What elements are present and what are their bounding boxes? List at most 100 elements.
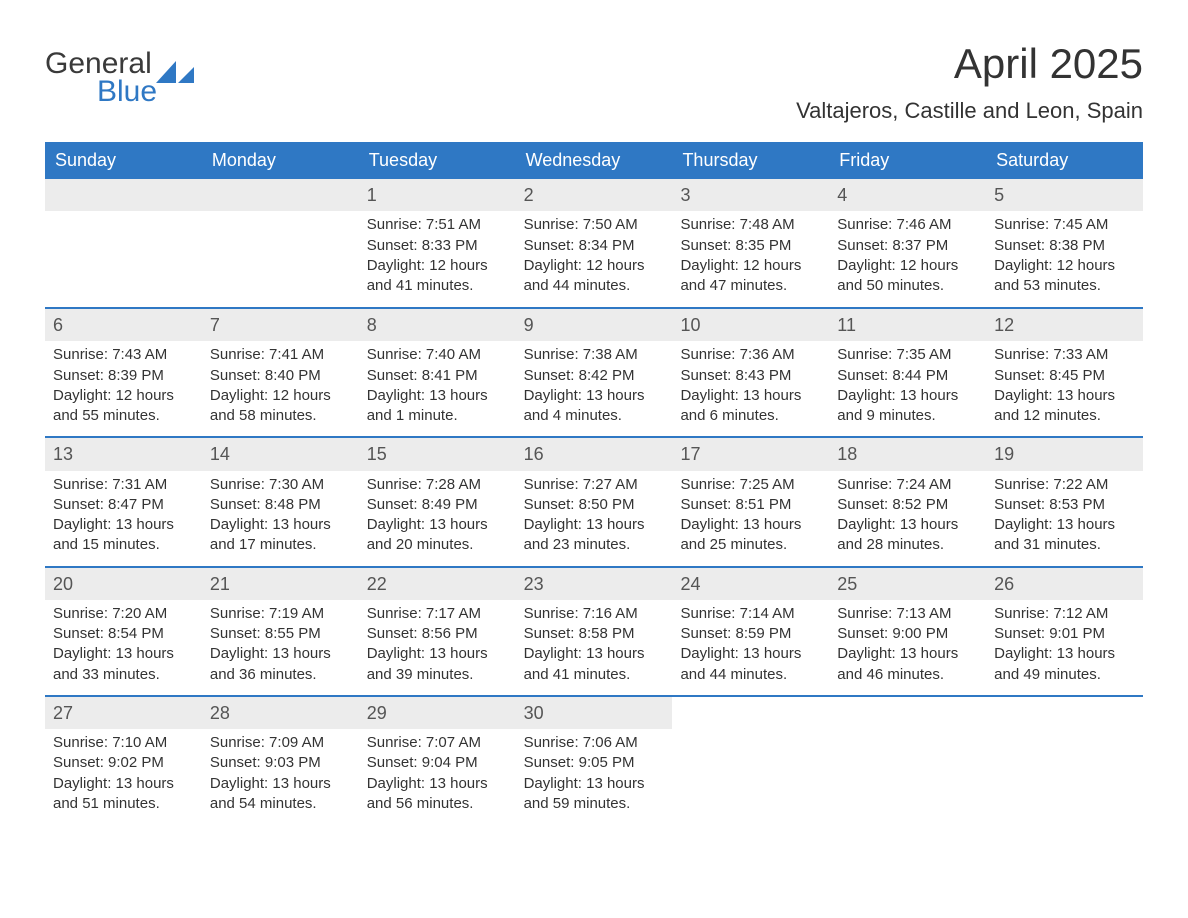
day-cell: 17Sunrise: 7:25 AMSunset: 8:51 PMDayligh… [672, 438, 829, 565]
day-d2: and 4 minutes. [524, 406, 665, 426]
day-d1: Daylight: 13 hours [994, 515, 1135, 535]
day-sunset: Sunset: 8:39 PM [53, 366, 194, 386]
day-sunset: Sunset: 8:50 PM [524, 495, 665, 515]
day-cell [986, 697, 1143, 824]
day-number: 15 [359, 438, 516, 470]
day-d2: and 53 minutes. [994, 276, 1135, 296]
day-sunrise: Sunrise: 7:28 AM [367, 475, 508, 495]
day-sunset: Sunset: 8:52 PM [837, 495, 978, 515]
day-header-row: SundayMondayTuesdayWednesdayThursdayFrid… [45, 142, 1143, 179]
day-sunrise: Sunrise: 7:48 AM [680, 215, 821, 235]
day-cell: 4 Sunrise: 7:46 AMSunset: 8:37 PMDaylight… [829, 179, 986, 307]
day-sunrise: Sunrise: 7:06 AM [524, 733, 665, 753]
day-number: 9 [516, 309, 673, 341]
day-cell: 29Sunrise: 7:07 AMSunset: 9:04 PMDayligh… [359, 697, 516, 824]
day-sunrise: Sunrise: 7:14 AM [680, 604, 821, 624]
day-number: 16 [516, 438, 673, 470]
day-sunset: Sunset: 8:34 PM [524, 236, 665, 256]
day-sunrise: Sunrise: 7:22 AM [994, 475, 1135, 495]
day-d2: and 28 minutes. [837, 535, 978, 555]
day-cell: 24Sunrise: 7:14 AMSunset: 8:59 PMDayligh… [672, 568, 829, 695]
day-sunset: Sunset: 8:48 PM [210, 495, 351, 515]
location: Valtajeros, Castille and Leon, Spain [796, 98, 1143, 124]
day-d2: and 23 minutes. [524, 535, 665, 555]
day-d2: and 49 minutes. [994, 665, 1135, 685]
day-sunrise: Sunrise: 7:46 AM [837, 215, 978, 235]
day-d1: Daylight: 13 hours [837, 515, 978, 535]
day-d2: and 54 minutes. [210, 794, 351, 814]
day-d2: and 59 minutes. [524, 794, 665, 814]
day-sunrise: Sunrise: 7:19 AM [210, 604, 351, 624]
week-row: 13Sunrise: 7:31 AMSunset: 8:47 PMDayligh… [45, 436, 1143, 565]
day-cell: 11Sunrise: 7:35 AMSunset: 8:44 PMDayligh… [829, 309, 986, 436]
day-d1: Daylight: 12 hours [837, 256, 978, 276]
day-header: Sunday [45, 142, 202, 179]
day-number: 19 [986, 438, 1143, 470]
day-d2: and 39 minutes. [367, 665, 508, 685]
day-number: 17 [672, 438, 829, 470]
header: General Blue April 2025 Valtajeros, Cast… [45, 40, 1143, 124]
day-sunrise: Sunrise: 7:30 AM [210, 475, 351, 495]
day-cell: 16Sunrise: 7:27 AMSunset: 8:50 PMDayligh… [516, 438, 673, 565]
day-header: Saturday [986, 142, 1143, 179]
day-sunrise: Sunrise: 7:51 AM [367, 215, 508, 235]
day-cell [202, 179, 359, 307]
day-number: 22 [359, 568, 516, 600]
logo: General Blue [45, 40, 194, 107]
day-sunrise: Sunrise: 7:35 AM [837, 345, 978, 365]
day-d1: Daylight: 13 hours [994, 386, 1135, 406]
day-sunset: Sunset: 8:37 PM [837, 236, 978, 256]
day-cell: 5Sunrise: 7:45 AMSunset: 8:38 PMDaylight… [986, 179, 1143, 307]
day-sunset: Sunset: 9:00 PM [837, 624, 978, 644]
day-sunset: Sunset: 9:03 PM [210, 753, 351, 773]
day-sunset: Sunset: 8:35 PM [680, 236, 821, 256]
day-number: 8 [359, 309, 516, 341]
day-d2: and 50 minutes. [837, 276, 978, 296]
day-d2: and 17 minutes. [210, 535, 351, 555]
day-d1: Daylight: 13 hours [837, 644, 978, 664]
day-number: 20 [45, 568, 202, 600]
day-number: 4 [829, 179, 986, 211]
day-d1: Daylight: 13 hours [367, 386, 508, 406]
day-sunset: Sunset: 8:45 PM [994, 366, 1135, 386]
day-cell: 18Sunrise: 7:24 AMSunset: 8:52 PMDayligh… [829, 438, 986, 565]
day-number: 25 [829, 568, 986, 600]
day-d2: and 31 minutes. [994, 535, 1135, 555]
day-d1: Daylight: 13 hours [367, 644, 508, 664]
day-d1: Daylight: 12 hours [524, 256, 665, 276]
day-sunset: Sunset: 8:56 PM [367, 624, 508, 644]
day-number: 12 [986, 309, 1143, 341]
day-d2: and 41 minutes. [524, 665, 665, 685]
day-d1: Daylight: 12 hours [994, 256, 1135, 276]
day-cell: 30Sunrise: 7:06 AMSunset: 9:05 PMDayligh… [516, 697, 673, 824]
day-d1: Daylight: 13 hours [680, 515, 821, 535]
day-sunset: Sunset: 9:01 PM [994, 624, 1135, 644]
day-sunrise: Sunrise: 7:25 AM [680, 475, 821, 495]
day-d2: and 41 minutes. [367, 276, 508, 296]
day-number: 13 [45, 438, 202, 470]
day-sunrise: Sunrise: 7:16 AM [524, 604, 665, 624]
day-sunset: Sunset: 9:04 PM [367, 753, 508, 773]
day-cell [45, 179, 202, 307]
day-sunrise: Sunrise: 7:12 AM [994, 604, 1135, 624]
day-d2: and 33 minutes. [53, 665, 194, 685]
day-cell: 27Sunrise: 7:10 AMSunset: 9:02 PMDayligh… [45, 697, 202, 824]
day-d2: and 9 minutes. [837, 406, 978, 426]
day-number: 6 [45, 309, 202, 341]
day-number: 29 [359, 697, 516, 729]
day-number [202, 179, 359, 211]
day-d2: and 58 minutes. [210, 406, 351, 426]
day-cell: 22Sunrise: 7:17 AMSunset: 8:56 PMDayligh… [359, 568, 516, 695]
day-number: 30 [516, 697, 673, 729]
week-row: 20Sunrise: 7:20 AMSunset: 8:54 PMDayligh… [45, 566, 1143, 695]
day-number: 14 [202, 438, 359, 470]
day-header: Thursday [672, 142, 829, 179]
calendar: SundayMondayTuesdayWednesdayThursdayFrid… [45, 142, 1143, 824]
day-cell: 25Sunrise: 7:13 AMSunset: 9:00 PMDayligh… [829, 568, 986, 695]
day-cell [829, 697, 986, 824]
day-d1: Daylight: 13 hours [367, 774, 508, 794]
day-cell: 23Sunrise: 7:16 AMSunset: 8:58 PMDayligh… [516, 568, 673, 695]
day-d2: and 56 minutes. [367, 794, 508, 814]
day-cell: 19Sunrise: 7:22 AMSunset: 8:53 PMDayligh… [986, 438, 1143, 565]
day-sunrise: Sunrise: 7:24 AM [837, 475, 978, 495]
